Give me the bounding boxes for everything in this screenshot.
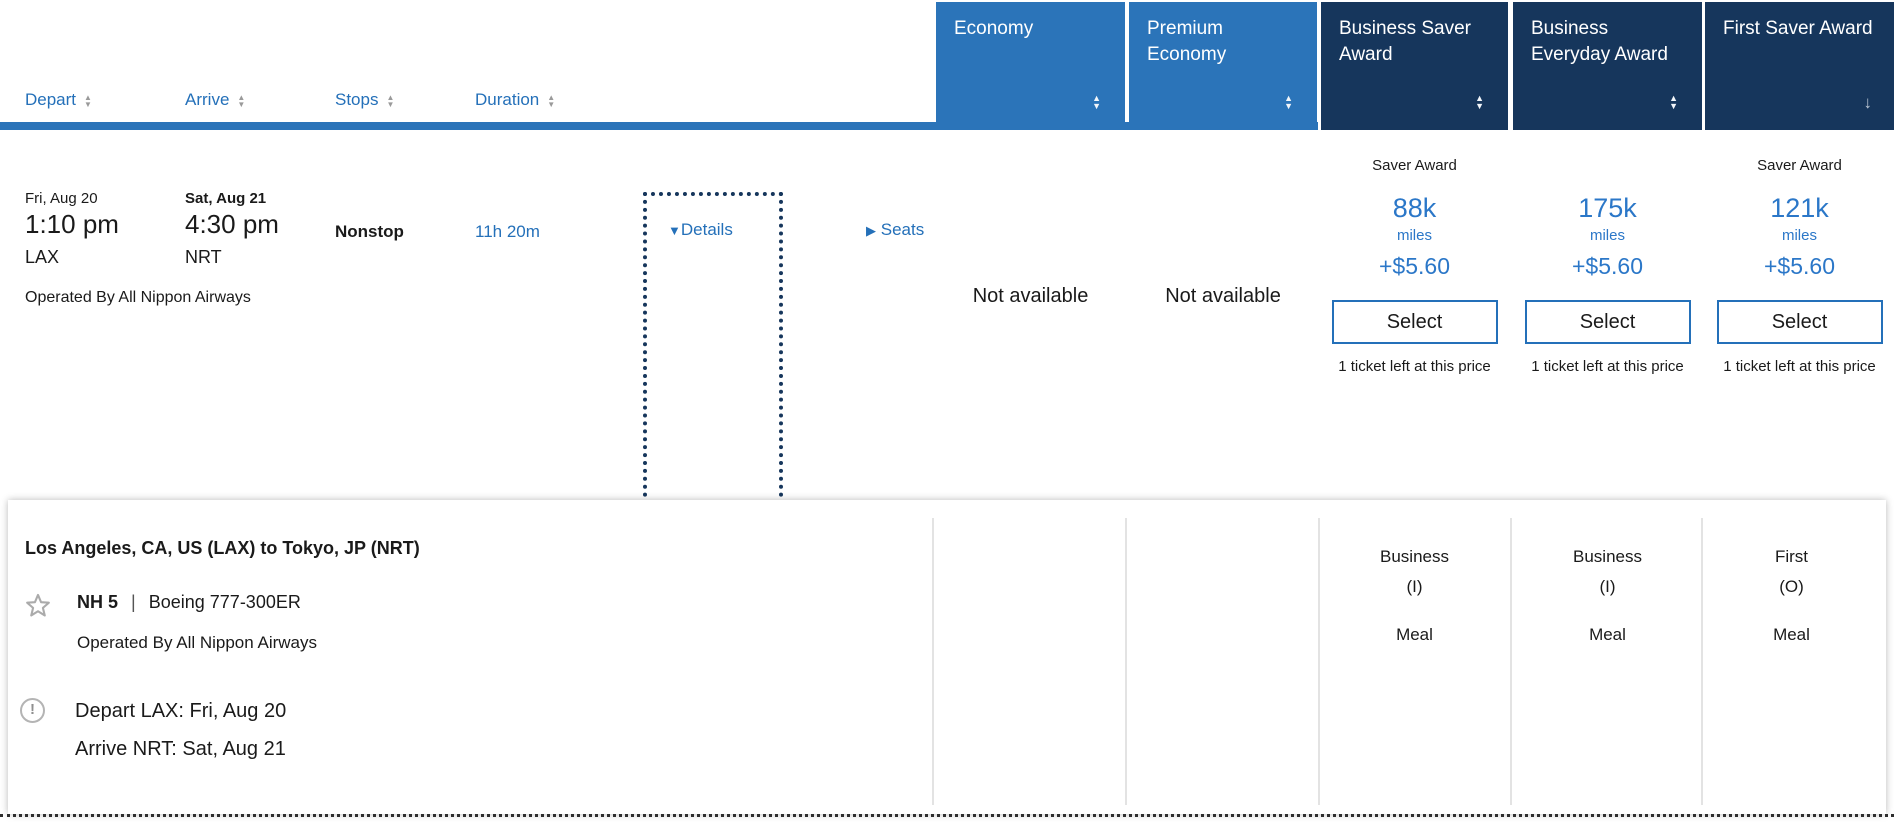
tickets-left-note: 1 ticket left at this price: [1531, 358, 1684, 375]
sort-header-depart[interactable]: Depart ▲ ▼: [25, 90, 92, 110]
fare-business-saver-cell: Saver Award 88k miles +$5.60 Select 1 ti…: [1321, 130, 1508, 378]
caret-right-icon: ▶: [866, 223, 876, 238]
details-operated-by: Operated By All Nippon Airways: [77, 633, 318, 652]
tickets-left-note: 1 ticket left at this price: [1723, 358, 1876, 375]
amenity: Meal: [1396, 625, 1433, 644]
details-label: Details: [680, 220, 733, 239]
sort-header-duration-label: Duration: [475, 90, 540, 109]
sort-both-icon: ▲ ▼: [1669, 93, 1678, 111]
arrive-date: Sat, Aug 21: [185, 190, 267, 207]
sort-both-icon: ▲ ▼: [237, 92, 246, 109]
fare-economy-not-available: Not available: [972, 285, 1089, 307]
cabin-header-premium-economy[interactable]: Premium Economy ▲ ▼: [1129, 2, 1317, 130]
star-alliance-icon: [24, 592, 52, 620]
taxes-fees: +$5.60: [1572, 253, 1643, 279]
arrive-note: Arrive NRT: Sat, Aug 21: [75, 738, 286, 760]
details-focus-outline: [643, 192, 783, 497]
miles-unit: miles: [1589, 227, 1625, 244]
column-divider: [932, 518, 934, 805]
aircraft-type: Boeing 777-300ER: [148, 592, 301, 612]
details-toggle[interactable]: ▼Details: [668, 220, 733, 240]
seats-toggle[interactable]: ▶ Seats: [866, 220, 924, 240]
amenity: Meal: [1773, 625, 1810, 644]
bottom-dotted-divider: [0, 814, 1894, 817]
pipe-separator: |: [131, 592, 136, 612]
details-cabin-first-saver: First (O) Meal: [1697, 500, 1886, 814]
cabin-header-economy-label: Economy: [954, 18, 1034, 39]
sort-both-icon: ▲ ▼: [547, 92, 556, 109]
sort-both-icon: ▲ ▼: [386, 92, 395, 109]
cabin-header-business-saver-award[interactable]: Business Saver Award ▲ ▼: [1321, 2, 1508, 130]
miles-amount: 121k: [1770, 193, 1829, 223]
flight-number: NH 5: [77, 592, 119, 612]
sorted-descending-icon: ↓: [1863, 92, 1873, 112]
amenity: Meal: [1589, 625, 1626, 644]
details-cabin-business-saver: Business (I) Meal: [1321, 500, 1508, 814]
flight-number-line: NH 5 | Boeing 777-300ER: [77, 592, 301, 613]
award-type-label: Saver Award: [1757, 157, 1842, 174]
column-divider: [1125, 518, 1127, 805]
miles-unit: miles: [1396, 227, 1432, 244]
column-divider: [1701, 518, 1703, 805]
award-type-label: [1513, 157, 1702, 177]
caret-down-icon: ▼: [668, 223, 681, 238]
sort-header-depart-label: Depart: [25, 90, 77, 109]
miles-amount: 88k: [1392, 193, 1437, 223]
miles-unit: miles: [1781, 227, 1817, 244]
alert-icon: !: [20, 698, 45, 723]
fare-business-everyday-cell: 175k miles +$5.60 Select 1 ticket left a…: [1513, 130, 1702, 378]
select-first-saver-button[interactable]: Select: [1716, 300, 1883, 344]
cabin-header-first-saver-award[interactable]: First Saver Award ↓: [1705, 2, 1894, 130]
operated-by-text: Operated By All Nippon Airways: [25, 289, 251, 306]
booking-class: (I): [1406, 577, 1423, 596]
fare-first-saver-cell: Saver Award 121k miles +$5.60 Select 1 t…: [1705, 130, 1894, 378]
select-business-saver-button[interactable]: Select: [1331, 300, 1498, 344]
tickets-left-note: 1 ticket left at this price: [1338, 358, 1491, 375]
award-type-label: Saver Award: [1372, 157, 1457, 174]
sort-header-duration[interactable]: Duration ▲ ▼: [475, 90, 555, 110]
cabin-header-business-everyday-award-label: Business Everyday Award: [1531, 18, 1668, 66]
cabin-name: Business: [1380, 547, 1449, 566]
booking-class: (O): [1779, 577, 1804, 596]
sort-header-stops-label: Stops: [335, 90, 379, 109]
booking-class: (I): [1599, 577, 1616, 596]
duration-value: 11h 20m: [475, 222, 540, 241]
arrive-time: 4:30 pm: [185, 209, 279, 239]
cabin-header-premium-economy-label: Premium Economy: [1147, 18, 1227, 66]
cabin-name: First: [1774, 547, 1809, 566]
column-divider: [1318, 518, 1320, 805]
depart-date: Fri, Aug 20: [25, 190, 98, 207]
sort-both-icon: ▲ ▼: [84, 92, 92, 109]
taxes-fees: +$5.60: [1764, 253, 1835, 279]
depart-airport: LAX: [25, 247, 60, 267]
cabin-header-business-saver-award-label: Business Saver Award: [1339, 18, 1472, 66]
depart-time: 1:10 pm: [25, 209, 119, 239]
details-cabin-business-everyday: Business (I) Meal: [1513, 500, 1702, 814]
cabin-header-business-everyday-award[interactable]: Business Everyday Award ▲ ▼: [1513, 2, 1702, 130]
taxes-fees: +$5.60: [1379, 253, 1450, 279]
sort-both-icon: ▲ ▼: [1475, 93, 1484, 111]
sort-both-icon: ▲ ▼: [1284, 93, 1293, 111]
route-title: Los Angeles, CA, US (LAX) to Tokyo, JP (…: [25, 538, 420, 558]
miles-amount: 175k: [1578, 193, 1637, 223]
sort-header-arrive[interactable]: Arrive ▲ ▼: [185, 90, 245, 110]
flight-details-panel: Los Angeles, CA, US (LAX) to Tokyo, JP (…: [8, 500, 1886, 814]
arrive-airport: NRT: [185, 247, 222, 267]
select-business-everyday-button[interactable]: Select: [1524, 300, 1691, 344]
depart-note: Depart LAX: Fri, Aug 20: [75, 700, 287, 722]
sort-header-arrive-label: Arrive: [185, 90, 230, 109]
column-divider: [1510, 518, 1512, 805]
seats-label: Seats: [880, 220, 925, 239]
stops-value: Nonstop: [335, 222, 404, 241]
cabin-header-first-saver-award-label: First Saver Award: [1723, 18, 1873, 39]
fare-premium-economy-not-available: Not available: [1165, 285, 1281, 307]
sort-both-icon: ▲ ▼: [1092, 93, 1101, 111]
sort-header-stops[interactable]: Stops ▲ ▼: [335, 90, 394, 110]
header-underline-bar: [0, 122, 1318, 130]
cabin-name: Business: [1573, 547, 1642, 566]
cabin-header-economy[interactable]: Economy ▲ ▼: [936, 2, 1125, 130]
